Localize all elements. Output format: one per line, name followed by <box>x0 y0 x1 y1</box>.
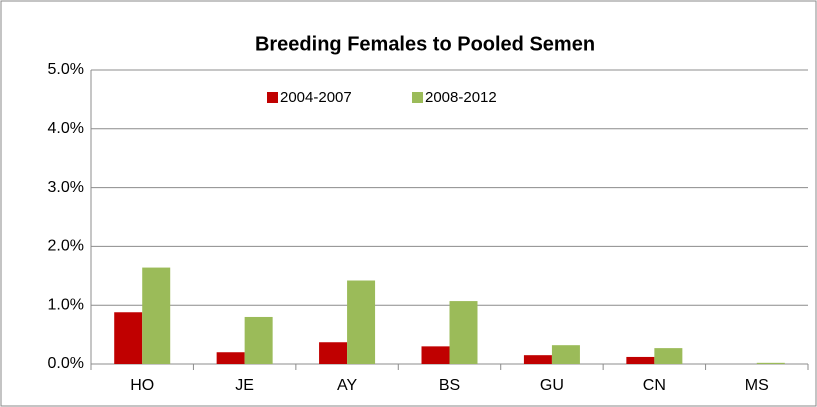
y-tick-label: 3.0% <box>48 179 84 196</box>
bar <box>114 312 143 364</box>
x-tick-label: MS <box>745 377 769 394</box>
bar <box>319 342 348 364</box>
bar <box>142 267 171 364</box>
legend-swatch <box>267 92 278 103</box>
x-tick-label: GU <box>540 377 564 394</box>
bar <box>216 352 245 364</box>
bar <box>654 348 683 364</box>
bar <box>551 345 580 364</box>
bar <box>244 316 273 364</box>
bar <box>523 355 552 364</box>
y-tick-label: 5.0% <box>48 61 84 78</box>
x-tick-label: AY <box>337 377 357 394</box>
legend-swatch <box>412 92 423 103</box>
legend-label: 2008-2012 <box>425 89 497 106</box>
y-tick-label: 0.0% <box>48 355 84 372</box>
x-tick-label: HO <box>130 377 154 394</box>
y-tick-label: 4.0% <box>48 120 84 137</box>
bar <box>626 356 655 364</box>
bar <box>347 280 376 364</box>
x-tick-label: CN <box>643 377 666 394</box>
bar <box>421 346 450 364</box>
x-tick-label: BS <box>439 377 460 394</box>
bar <box>449 301 478 364</box>
y-tick-label: 1.0% <box>48 296 84 313</box>
legend-label: 2004-2007 <box>280 89 352 106</box>
y-tick-label: 2.0% <box>48 238 84 255</box>
x-tick-label: JE <box>235 377 254 394</box>
bar <box>756 362 785 364</box>
chart-title: Breeding Females to Pooled Semen <box>255 33 595 55</box>
